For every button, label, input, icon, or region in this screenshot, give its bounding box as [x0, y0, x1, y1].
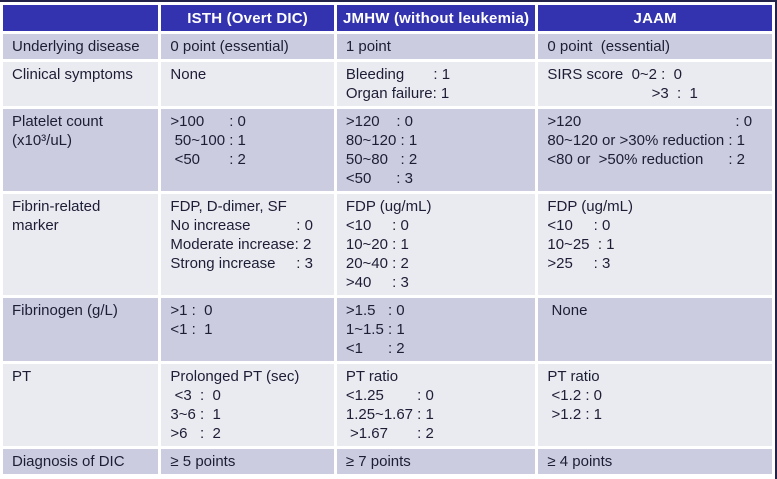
header-row: ISTH (Overt DIC) JMHW (without leukemia)…: [3, 5, 772, 31]
row-label: Underlying disease: [3, 34, 159, 59]
cell-jaam: >120 : 0 80~120 or >30% reduction : 1 <8…: [538, 109, 772, 191]
header-empty-cell: [3, 5, 159, 31]
cell-jaam: PT ratio <1.2 : 0 >1.2 : 1: [538, 364, 772, 446]
table-row: Underlying disease 0 point (essential) 1 p…: [3, 34, 772, 59]
row-label: Diagnosis of DIC: [3, 449, 159, 474]
cell-isth: 0 point (essential): [161, 34, 334, 59]
cell-isth: FDP, D-dimer, SF No increase : 0 Moderat…: [161, 194, 334, 295]
cell-jmhw: PT ratio <1.25 : 0 1.25~1.67 : 1 >1.67 :…: [336, 364, 536, 446]
row-label: Fibrin-related marker: [3, 194, 159, 295]
header-jmhw: JMHW (without leukemia): [336, 5, 536, 31]
cell-jmhw: Bleeding : 1 Organ failure: 1: [336, 62, 536, 106]
cell-jmhw: ≥ 7 points: [336, 449, 536, 474]
cell-isth: Prolonged PT (sec) <3 : 0 3~6 : 1 >6 : 2: [161, 364, 334, 446]
header-jaam: JAAM: [538, 5, 772, 31]
table-row: PT Prolonged PT (sec) <3 : 0 3~6 : 1 >6 :…: [3, 364, 772, 446]
cell-jmhw: FDP (ug/mL) <10 : 0 10~20 : 1 20~40 : 2 …: [336, 194, 536, 295]
cell-jaam: FDP (ug/mL) <10 : 0 10~25 : 1 >25 : 3: [538, 194, 772, 295]
cell-jmhw: >1.5 : 0 1~1.5 : 1 <1 : 2: [336, 298, 536, 361]
cell-isth: >1 : 0 <1 : 1: [161, 298, 334, 361]
row-label: PT: [3, 364, 159, 446]
cell-jaam: SIRS score 0~2 : 0 >3 : 1: [538, 62, 772, 106]
cell-jmhw: >120 : 0 80~120 : 1 50~80 : 2 <50 : 3: [336, 109, 536, 191]
cell-jaam: ≥ 4 points: [538, 449, 772, 474]
table-row: Clinical symptoms None Bleeding : 1 Organ …: [3, 62, 772, 106]
cell-jaam: None: [538, 298, 772, 361]
cell-isth: >100 : 0 50~100 : 1 <50 : 2: [161, 109, 334, 191]
row-label: Platelet count (x10³/uL): [3, 109, 159, 191]
cell-jmhw: 1 point: [336, 34, 536, 59]
cell-jaam: 0 point (essential): [538, 34, 772, 59]
table-row: Diagnosis of DIC ≥ 5 points ≥ 7 points ≥ 4 …: [3, 449, 772, 474]
table-body: Underlying disease 0 point (essential) 1 p…: [3, 34, 772, 474]
cell-isth: ≥ 5 points: [161, 449, 334, 474]
table-row: Fibrinogen (g/L) >1 : 0 <1 : 1 >1.5 : 0 1~…: [3, 298, 772, 361]
row-label: Clinical symptoms: [3, 62, 159, 106]
row-label: Fibrinogen (g/L): [3, 298, 159, 361]
header-isth: ISTH (Overt DIC): [161, 5, 334, 31]
table-row: Platelet count (x10³/uL) >100 : 0 50~100 …: [3, 109, 772, 191]
table-row: Fibrin-related marker FDP, D-dimer, SF No…: [3, 194, 772, 295]
cell-isth: None: [161, 62, 334, 106]
